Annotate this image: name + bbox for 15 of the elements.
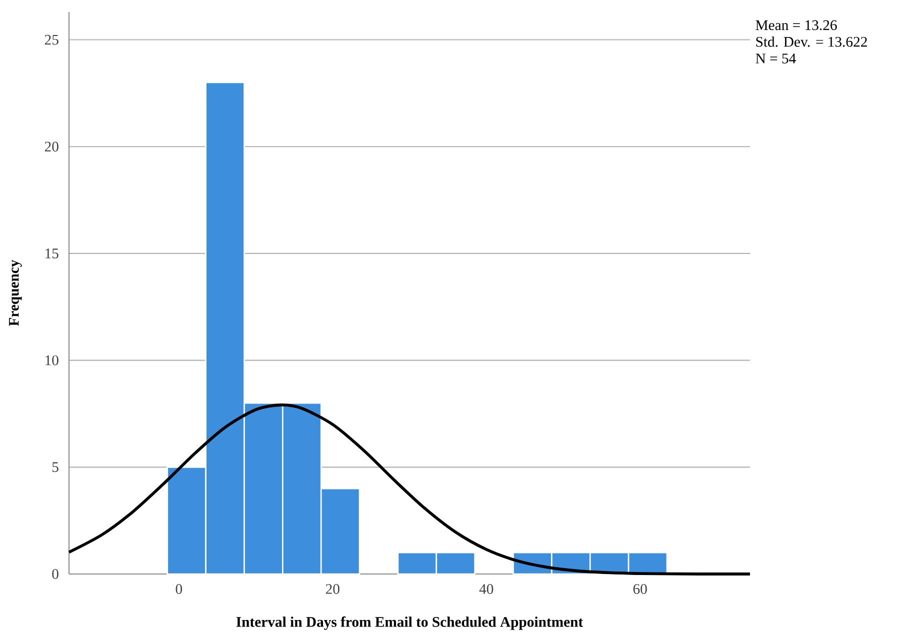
- x-axis-title: Interval in Days from Email to Scheduled Appointment: [236, 616, 584, 630]
- x-tick-label: 0: [176, 584, 182, 594]
- y-tick-label: 0: [52, 569, 58, 579]
- y-tick-label: 25: [44, 34, 58, 45]
- x-tick-label: 20: [326, 584, 340, 594]
- y-axis-title: Frequency: [9, 260, 22, 326]
- y-tick-label: 15: [46, 248, 58, 258]
- text: N = 54: [756, 54, 796, 64]
- text: Mean = 13.26: [756, 20, 837, 30]
- text: Std. Dev. = 13.622: [756, 36, 867, 47]
- x-tick-label: 60: [633, 584, 647, 594]
- y-tick-label: 20: [44, 142, 58, 152]
- x-tick-label: 40: [479, 584, 494, 594]
- y-tick-label: 5: [52, 462, 58, 472]
- y-tick-label: 10: [46, 355, 58, 366]
